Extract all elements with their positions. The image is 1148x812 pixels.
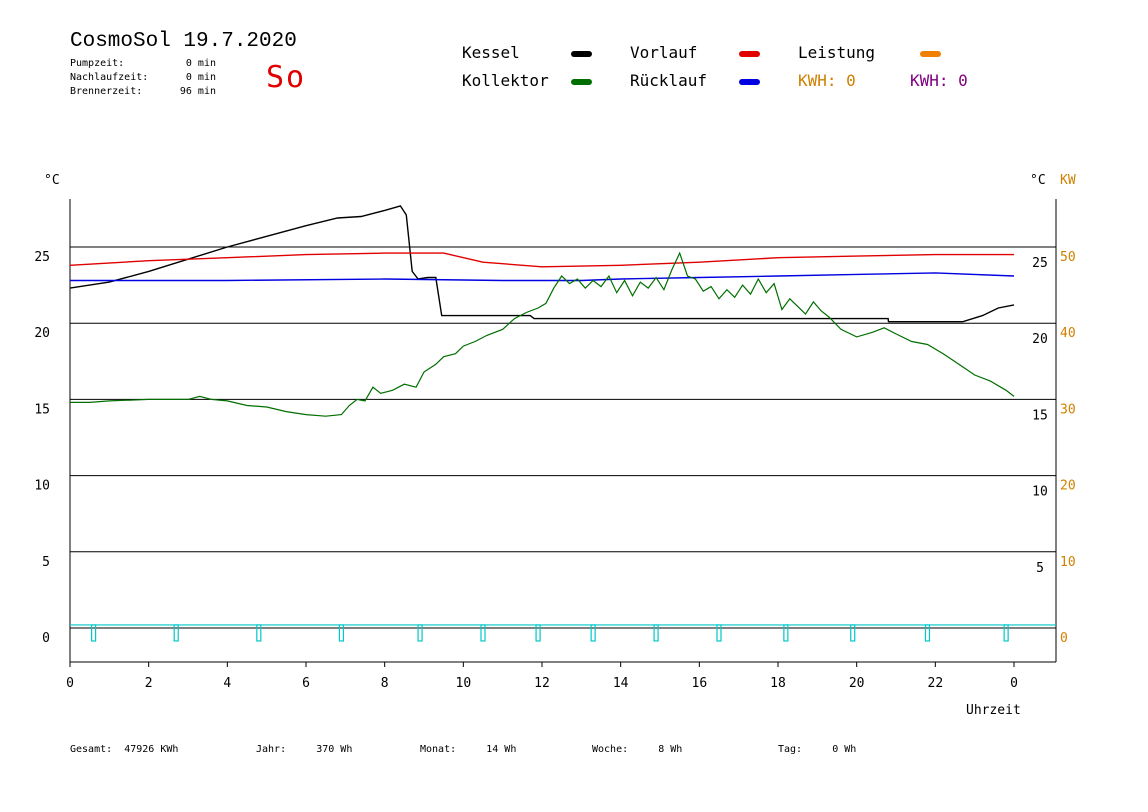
pump-event-marker [590, 624, 596, 642]
weekday-label: So [266, 60, 307, 95]
y-left-tick-label: 10 [34, 479, 50, 494]
legend-kessel-label: Kessel [462, 43, 520, 62]
pump-event-marker [924, 624, 931, 642]
y-left-tick-label: 20 [34, 326, 50, 341]
x-tick-label: 0 [66, 676, 74, 691]
series-line-kollektor [70, 251, 1015, 417]
x-tick-label: 22 [928, 676, 944, 691]
footer-gesamt: Gesamt: 47926 KWh [70, 744, 178, 755]
chart-grid [70, 246, 1056, 629]
pump-event-marker [338, 624, 344, 642]
legend-ruecklauf-swatch [739, 79, 760, 85]
legend-vorlauf-label: Vorlauf [630, 43, 698, 62]
pump-event-marker [850, 624, 856, 642]
x-tick-label: 10 [456, 676, 472, 691]
y-left-tick-label: 5 [42, 555, 50, 570]
chart-axis-labels: 0 2 4 6 8 10 12 14 16 18 20 22 0 0 5 10 15 20 25 5 10 15 20 25 0… [34, 173, 1075, 718]
monat-label: Monat: [420, 744, 457, 755]
pump-event-marker [90, 624, 97, 642]
pump-event-marker [256, 624, 262, 642]
x-tick-label: 4 [223, 676, 231, 691]
chart-axes [69, 199, 1057, 667]
pumpzeit-row: Pumpzeit: 0 min [70, 58, 216, 69]
series-line-kessel [69, 205, 1015, 323]
footer-jahr: Jahr: 370 Wh [256, 744, 352, 755]
pump-event-marker [1003, 624, 1009, 642]
y-left-tick-label: 0 [42, 631, 50, 646]
footer-monat: Monat: 14 Wh [420, 744, 516, 755]
y-left-tick-label: 25 [34, 250, 50, 265]
y-right-tick-label: 5 [1036, 561, 1044, 576]
nachlaufzeit-value: 0 min [185, 72, 216, 83]
y-right2-tick-label: 0 [1060, 631, 1068, 646]
x-tick-label: 16 [692, 676, 708, 691]
monat-value: 14 Wh [486, 744, 517, 755]
brennerzeit-value: 96 min [179, 86, 216, 97]
legend-vorlauf-swatch [739, 51, 760, 57]
gesamt-value: 47926 KWh [124, 744, 179, 755]
y-left-tick-label: 15 [34, 402, 50, 417]
legend-kessel-swatch [571, 51, 592, 57]
x-tick-label: 8 [381, 676, 389, 691]
chart-series [69, 205, 1015, 417]
pump-event-marker [417, 624, 423, 642]
jahr-label: Jahr: [256, 744, 287, 755]
pump-event-marker [535, 624, 541, 642]
chart-title: CosmoSol 19.7.2020 [70, 30, 297, 53]
legend-kwh-other: KWH: 0 [910, 71, 968, 90]
pump-event-marker [480, 624, 486, 642]
nachlaufzeit-label: Nachlaufzeit: [70, 72, 149, 83]
footer-woche: Woche: 8 Wh [592, 744, 682, 755]
y-right-tick-label: 25 [1032, 256, 1048, 271]
legend-kwh-solar: KWH: 0 [798, 71, 856, 90]
pump-event-marker [173, 624, 179, 642]
x-tick-label: 6 [302, 676, 310, 691]
y-right-unit-label: °C [1030, 173, 1046, 188]
tag-value: 0 Wh [832, 744, 857, 755]
x-tick-label: 18 [770, 676, 786, 691]
y-right-tick-label: 10 [1032, 485, 1048, 500]
legend-kollektor-label: Kollektor [462, 71, 549, 90]
y-left-unit-label: °C [44, 173, 60, 188]
y-right2-tick-label: 50 [1060, 250, 1076, 265]
x-tick-label: 0 [1010, 676, 1018, 691]
pump-events [70, 624, 1056, 642]
y-right2-tick-label: 40 [1060, 326, 1076, 341]
pumpzeit-value: 0 min [185, 58, 216, 69]
tag-label: Tag: [778, 744, 803, 755]
footer-tag: Tag: 0 Wh [778, 744, 856, 755]
woche-label: Woche: [592, 744, 629, 755]
legend-leistung-swatch [920, 51, 941, 57]
jahr-value: 370 Wh [316, 744, 353, 755]
legend-ruecklauf-label: Rücklauf [630, 71, 708, 90]
x-tick-label: 20 [849, 676, 865, 691]
nachlaufzeit-row: Nachlaufzeit: 0 min [70, 72, 216, 83]
y-right-tick-label: 20 [1032, 332, 1048, 347]
x-axis-label: Uhrzeit [966, 703, 1021, 718]
pumpzeit-label: Pumpzeit: [70, 58, 125, 69]
x-tick-label: 2 [145, 676, 153, 691]
y-right2-tick-label: 30 [1060, 402, 1076, 417]
pump-event-marker [653, 624, 659, 642]
y-right2-tick-label: 20 [1060, 479, 1076, 494]
brennerzeit-label: Brennerzeit: [70, 86, 143, 97]
y-right-tick-label: 15 [1032, 408, 1048, 423]
pump-event-marker [716, 624, 722, 642]
x-tick-label: 14 [613, 676, 629, 691]
y-right2-unit-label: KW [1060, 173, 1076, 188]
series-line-vorlauf [69, 252, 1014, 268]
pump-event-marker [783, 624, 789, 642]
series-line-ruecklauf [70, 272, 1015, 282]
legend-leistung-label: Leistung [798, 43, 876, 62]
gesamt-label: Gesamt: [70, 744, 113, 755]
brennerzeit-row: Brennerzeit: 96 min [70, 86, 216, 97]
legend-kollektor-swatch [571, 79, 592, 85]
woche-value: 8 Wh [658, 744, 683, 755]
y-right2-tick-label: 10 [1060, 555, 1076, 570]
x-tick-label: 12 [534, 676, 550, 691]
